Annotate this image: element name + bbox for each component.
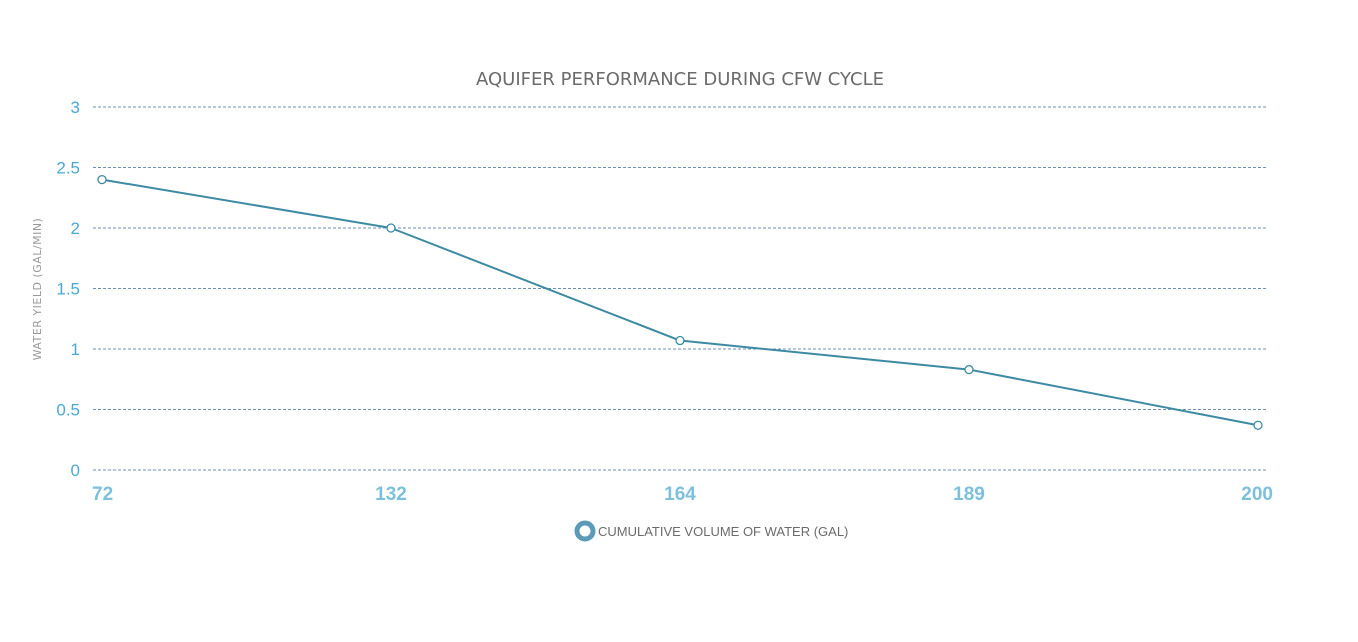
y-axis-ticks: 0 0.5 1 1.5 2 2.5 3 — [56, 98, 80, 480]
data-point[interactable] — [964, 364, 974, 375]
y-tick-label: 1.5 — [56, 280, 80, 299]
legend-label: CUMULATIVE VOLUME OF WATER (GAL) — [598, 524, 848, 539]
legend-marker — [574, 520, 596, 542]
series-line — [97, 174, 1263, 430]
chart-title: AQUIFER PERFORMANCE DURING CFW CYCLE — [476, 69, 884, 90]
y-tick-label: 3 — [71, 98, 80, 117]
x-tick-label: 164 — [664, 484, 696, 505]
y-tick-label: 0 — [71, 461, 80, 480]
legend[interactable]: CUMULATIVE VOLUME OF WATER (GAL) — [574, 520, 848, 542]
data-point[interactable] — [1253, 420, 1263, 430]
x-tick-label: 132 — [375, 484, 407, 505]
y-tick-label: 2 — [71, 219, 80, 238]
x-tick-label: 189 — [953, 484, 985, 505]
series-line-path — [101, 178, 1259, 427]
data-point[interactable] — [675, 335, 685, 346]
y-tick-label: 1 — [71, 340, 80, 359]
x-tick-label: 200 — [1241, 484, 1273, 505]
x-axis-ticks: 72 132 164 189 200 — [92, 484, 1273, 505]
data-point[interactable] — [386, 223, 396, 233]
y-axis-label: WATER YIELD (GAL/MIN) — [31, 218, 44, 361]
x-tick-label: 72 — [92, 484, 113, 505]
y-tick-label: 2.5 — [56, 159, 80, 178]
grid-lines — [93, 106, 1267, 471]
y-tick-label: 0.5 — [56, 401, 80, 420]
data-point[interactable] — [97, 174, 107, 185]
